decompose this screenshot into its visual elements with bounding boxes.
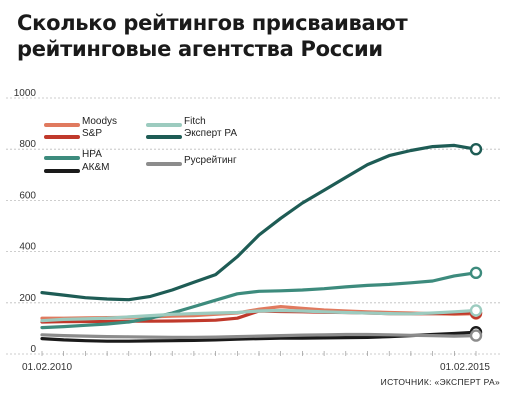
y-tick-label: 200 <box>19 293 36 304</box>
y-tick-label: 0 <box>30 344 36 355</box>
series-line-6 <box>40 332 478 339</box>
y-tick-label: 800 <box>19 139 36 150</box>
legend-label-2: НРА <box>82 149 102 160</box>
end-marker-6 <box>469 329 483 342</box>
y-axis-ticks: 0 200 400 600 800 1000 <box>14 88 37 355</box>
source-note: ИСТОЧНИК: «ЭКСПЕРТ РА» <box>381 377 500 387</box>
x-tick-label: 01.02.2010 <box>22 362 72 373</box>
y-tick-label: 400 <box>19 242 36 253</box>
legend-label-3: АК&М <box>82 162 110 173</box>
legend-label-5: Эксперт РА <box>184 128 237 139</box>
end-markers <box>469 142 483 342</box>
end-marker-5 <box>469 142 483 156</box>
end-marker-2 <box>469 266 483 280</box>
series-line-5 <box>40 143 478 302</box>
legend-label-0: Moodys <box>82 116 117 127</box>
series-line-4 <box>40 308 478 323</box>
legend-label-4: Fitch <box>184 116 206 127</box>
series-line-2 <box>40 271 478 330</box>
end-marker-4 <box>469 304 483 317</box>
grid-lines <box>6 97 500 355</box>
y-tick-label: 600 <box>19 190 36 201</box>
y-tick-label: 1000 <box>14 88 37 99</box>
series-lines <box>40 143 478 343</box>
legend-label-1: S&P <box>82 128 102 139</box>
legend-label-6: Русрейтинг <box>184 155 237 166</box>
x-tick-label: 01.02.2015 <box>440 362 490 373</box>
chart-title: Сколько рейтингов присваивают рейтинговы… <box>17 11 408 61</box>
x-axis: 01.02.2010 01.02.2015 <box>22 351 490 373</box>
